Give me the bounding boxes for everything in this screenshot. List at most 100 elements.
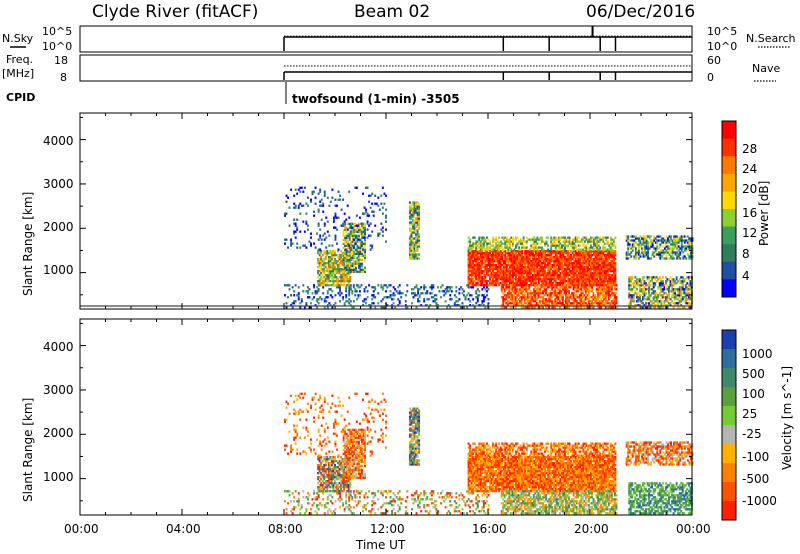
power-cell	[669, 290, 672, 293]
power-cell	[348, 250, 351, 253]
power-cell	[357, 258, 360, 261]
power-cell	[612, 254, 615, 257]
power-cell	[343, 267, 346, 271]
power-colorbar-segment	[722, 156, 736, 175]
power-cell	[572, 288, 575, 291]
power-cell	[482, 244, 485, 247]
power-cell	[578, 300, 581, 303]
power-cell	[516, 279, 519, 283]
power-cell	[569, 284, 572, 287]
power-cell	[627, 251, 630, 254]
power-cell	[371, 298, 374, 301]
power-cell	[348, 292, 351, 295]
power-cell	[346, 277, 349, 281]
power-cell	[412, 239, 414, 242]
power-cell	[593, 275, 595, 279]
power-cell	[677, 280, 680, 283]
power-cell	[415, 241, 417, 244]
power-cell	[504, 236, 507, 239]
power-cell	[324, 263, 327, 267]
velocity-cell	[297, 500, 300, 503]
power-cell	[327, 261, 330, 265]
power-cell	[485, 258, 488, 261]
power-cell	[364, 256, 366, 259]
power-cell	[493, 240, 496, 243]
power-cell	[547, 244, 550, 247]
power-cell	[498, 265, 501, 269]
power-cell	[408, 205, 411, 208]
power-cell	[591, 279, 594, 283]
power-cell	[636, 251, 639, 254]
power-cell	[590, 256, 592, 259]
power-cell	[324, 250, 327, 253]
power-cell	[487, 298, 490, 301]
power-cell	[397, 304, 400, 307]
power-cell	[586, 290, 589, 293]
power-cell	[306, 296, 309, 299]
power-cell	[530, 244, 533, 247]
power-cell	[482, 300, 485, 303]
power-cell	[521, 277, 524, 281]
power-cell	[506, 300, 509, 303]
power-cell	[507, 250, 510, 253]
power-cell	[597, 244, 600, 247]
power-cell	[657, 247, 660, 250]
power-cell	[588, 273, 591, 277]
power-cell	[551, 277, 554, 281]
power-cell	[516, 242, 519, 245]
power-cell	[609, 252, 612, 255]
power-cell	[591, 304, 593, 307]
power-cell	[645, 306, 648, 309]
power-cell	[384, 290, 387, 293]
power-cell	[351, 290, 354, 293]
power-cell	[542, 240, 545, 243]
power-cell	[534, 256, 537, 259]
power-cell	[672, 288, 675, 291]
power-cell	[640, 280, 643, 283]
power-cell	[502, 250, 505, 253]
power-cell	[686, 282, 689, 285]
power-cell	[664, 304, 667, 307]
power-cell	[542, 260, 545, 263]
power-cell	[476, 256, 479, 259]
power-cell	[585, 261, 588, 265]
power-cell	[522, 267, 525, 271]
power-cell	[678, 302, 681, 305]
power-cell	[359, 228, 362, 232]
power-cell	[378, 208, 381, 211]
power-cell	[548, 294, 551, 297]
power-cell	[363, 236, 366, 239]
power-cell	[591, 236, 594, 239]
power-cell	[575, 300, 578, 303]
power-cell	[551, 275, 554, 279]
power-cell	[680, 247, 683, 250]
power-cell	[541, 271, 543, 275]
power-cell	[583, 271, 586, 275]
power-cell	[319, 228, 322, 231]
power-cell	[305, 304, 308, 307]
power-cell	[664, 292, 667, 295]
power-cell	[625, 237, 628, 240]
power-cell	[562, 250, 565, 253]
power-cell	[410, 213, 413, 216]
power-cell	[532, 296, 535, 299]
power-cell	[359, 222, 362, 226]
power-cell	[415, 205, 417, 208]
power-cell	[558, 294, 561, 297]
power-cell	[449, 298, 452, 301]
power-cell	[353, 250, 356, 253]
power-cell	[651, 276, 654, 279]
power-ytick-3000: 3000	[43, 177, 74, 191]
power-cell	[345, 230, 348, 234]
power-cell	[478, 246, 481, 249]
power-cell	[410, 239, 413, 242]
power-cell	[583, 275, 586, 279]
power-cell	[625, 257, 628, 260]
power-cell	[612, 302, 615, 305]
power-cell	[514, 296, 517, 299]
power-cell	[582, 248, 585, 251]
power-cell	[625, 255, 628, 258]
power-cell	[644, 237, 646, 240]
power-cell	[412, 201, 414, 204]
velocity-cell	[300, 504, 303, 507]
